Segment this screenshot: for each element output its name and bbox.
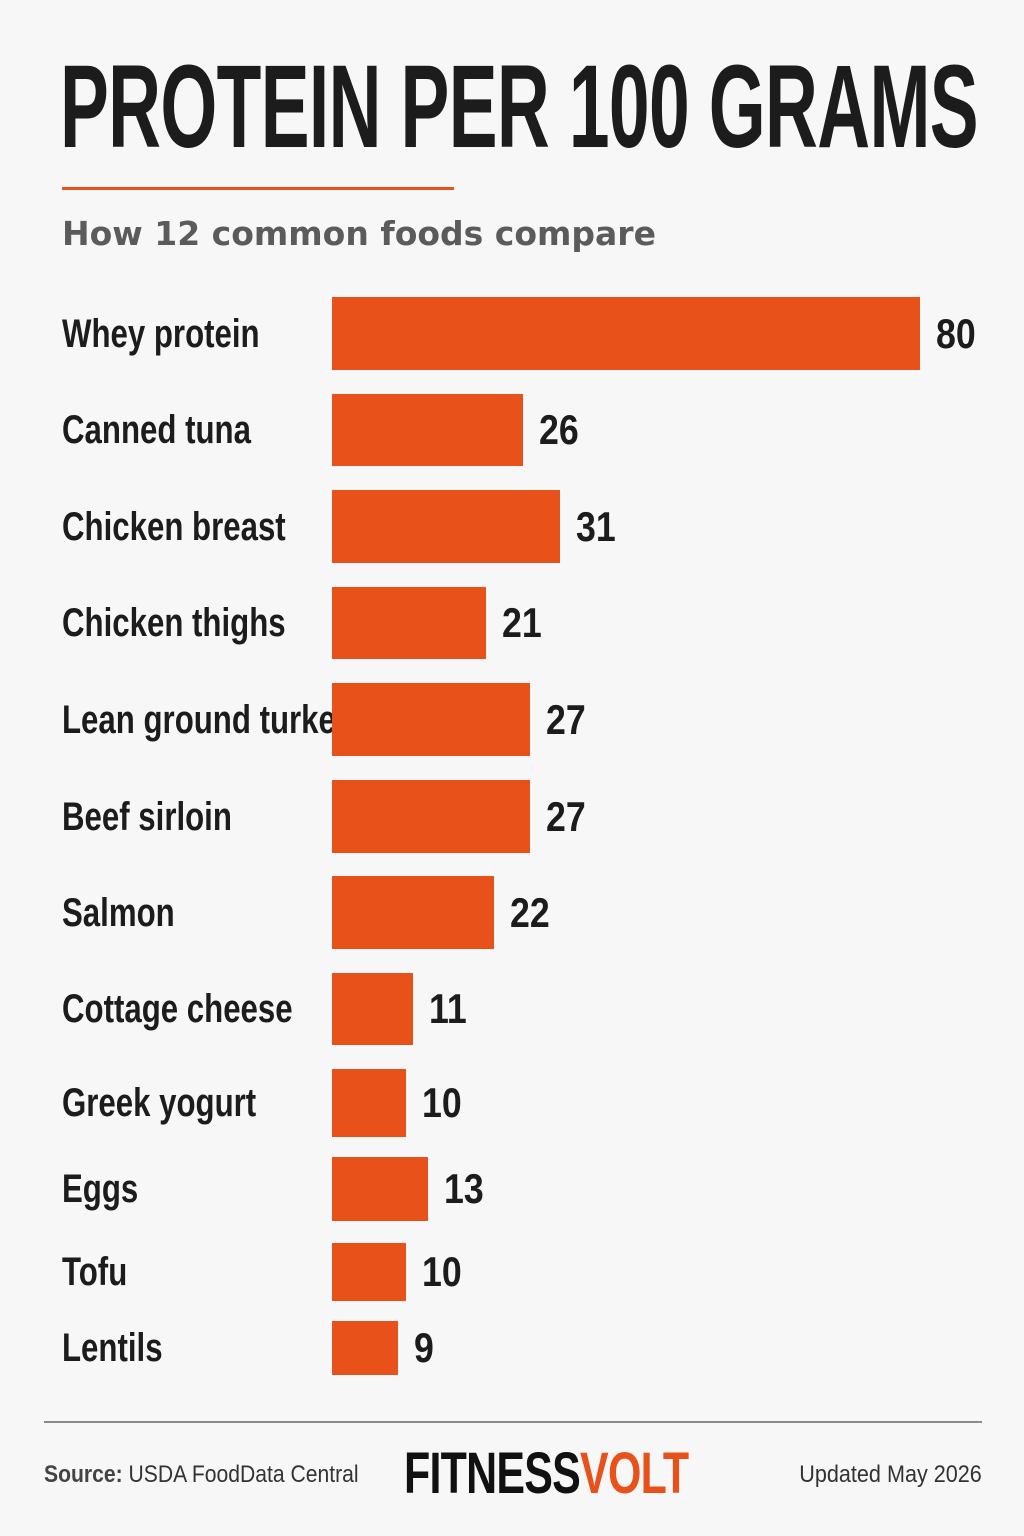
chart-subtitle: How 12 common foods compare bbox=[62, 214, 656, 253]
value-label: 10 bbox=[422, 1248, 462, 1295]
chart-title: PROTEIN PER 100 GRAMS bbox=[60, 41, 979, 173]
source-text: USDA FoodData Central bbox=[128, 1461, 359, 1488]
bar bbox=[332, 780, 530, 853]
value-label: 31 bbox=[576, 502, 616, 550]
category-label: Chicken breast bbox=[62, 504, 286, 549]
category-label: Lentils bbox=[62, 1326, 163, 1370]
brand-accent: VOLT bbox=[580, 1441, 689, 1506]
bar bbox=[332, 683, 530, 756]
bar bbox=[332, 490, 560, 563]
bar bbox=[332, 876, 494, 949]
value-label: 13 bbox=[444, 1165, 484, 1212]
value-label: 80 bbox=[936, 309, 976, 357]
bar bbox=[332, 1157, 428, 1221]
category-label: Eggs bbox=[62, 1167, 139, 1211]
value-label: 9 bbox=[414, 1324, 434, 1371]
source-note: Source: USDA FoodData Central bbox=[44, 1460, 359, 1490]
value-label: 27 bbox=[546, 695, 586, 743]
source-prefix: Source: bbox=[44, 1461, 123, 1488]
brand-main: FITNESS bbox=[404, 1441, 581, 1506]
value-label: 22 bbox=[510, 888, 550, 936]
updated-date: Updated May 2026 bbox=[799, 1461, 982, 1488]
value-label: 26 bbox=[539, 406, 579, 453]
value-label: 10 bbox=[422, 1079, 462, 1126]
bar bbox=[332, 1243, 406, 1301]
category-label: Cottage cheese bbox=[62, 987, 293, 1031]
category-label: Canned tuna bbox=[62, 408, 251, 452]
bar bbox=[332, 973, 413, 1045]
bar bbox=[332, 1069, 406, 1137]
brand-logo: FITNESSVOLT bbox=[404, 1441, 689, 1506]
category-label: Salmon bbox=[62, 890, 175, 935]
category-label: Greek yogurt bbox=[62, 1081, 257, 1125]
category-label: Beef sirloin bbox=[62, 794, 232, 839]
category-label: Tofu bbox=[62, 1250, 128, 1294]
category-label: Whey protein bbox=[62, 311, 260, 356]
value-label: 27 bbox=[546, 792, 586, 840]
bar bbox=[332, 587, 486, 659]
value-label: 11 bbox=[429, 985, 467, 1032]
value-label: 21 bbox=[502, 599, 542, 646]
bar bbox=[332, 297, 920, 370]
bar-chart: Whey protein 80 Canned tuna 26 Chicken breas… bbox=[62, 297, 976, 1375]
category-label: Chicken thighs bbox=[62, 601, 286, 645]
category-label: Lean ground turkey bbox=[62, 697, 354, 742]
bar bbox=[332, 1321, 398, 1375]
title-underline bbox=[62, 187, 454, 190]
bar bbox=[332, 394, 523, 466]
footer-divider bbox=[44, 1421, 982, 1423]
